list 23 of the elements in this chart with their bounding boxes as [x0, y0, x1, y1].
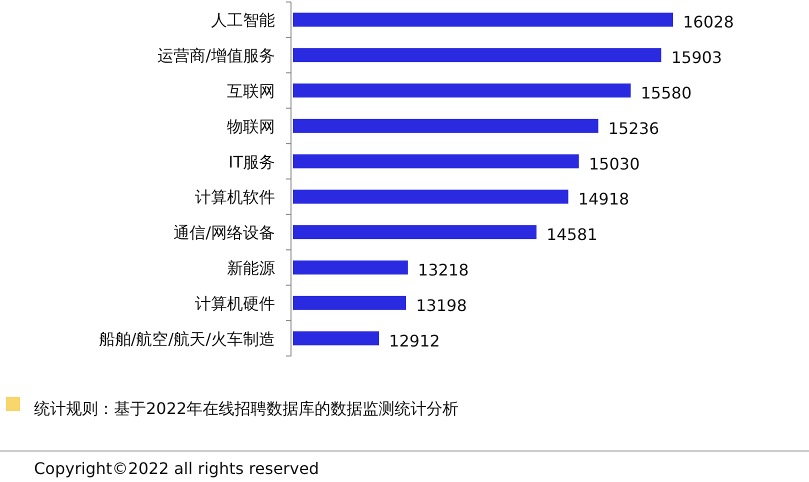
- y-tick-label: 通信/网络设备: [174, 223, 275, 242]
- text: 统计规则：基于2022年在线招聘数据库的数据监测统计分析: [34, 399, 459, 418]
- y-tick-label: 船舶/航空/航天/火车制造: [98, 329, 275, 348]
- y-tick-label: 计算机软件: [195, 188, 275, 207]
- data-label: 13218: [418, 260, 469, 280]
- data-label: 16028: [683, 12, 734, 32]
- text: Copyright©2022 all rights reserved: [34, 459, 320, 478]
- data-label: 14918: [578, 190, 630, 209]
- data-label: 15236: [608, 118, 660, 138]
- data-label: 14581: [546, 225, 598, 244]
- data-label: 13198: [416, 296, 467, 315]
- y-tick-label: 计算机硬件: [195, 294, 275, 313]
- data-label: 15903: [671, 48, 722, 68]
- data-label: 12912: [389, 331, 440, 350]
- data-label: 15580: [640, 84, 692, 102]
- y-tick-label: IT服务: [228, 152, 275, 172]
- y-tick-label: 物联网: [227, 116, 275, 136]
- y-tick-label: 运营商/增值服务: [158, 46, 275, 66]
- y-tick-label: 新能源: [227, 258, 275, 278]
- data-label: 15030: [588, 154, 640, 174]
- y-tick-label: 人工智能: [211, 10, 275, 30]
- plot: 人工智能 16028 运营商/增值服务 15903 互联网 15580 物联网 15236 IT服务 15030 计算机软件 14918 通信/网络设备 14581 新能源 13218 计算机硬件 13198 船舶/航空/航天/火车制造 12912: [98, 2, 734, 356]
- y-tick-label: 互联网: [227, 82, 275, 100]
